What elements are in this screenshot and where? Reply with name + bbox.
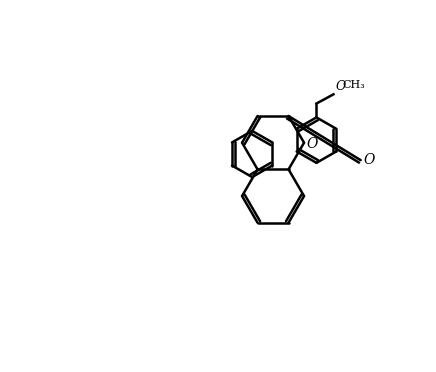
Text: O: O (336, 80, 346, 93)
Text: CH₃: CH₃ (342, 80, 365, 90)
Text: O: O (307, 137, 318, 151)
Text: O: O (364, 153, 375, 167)
